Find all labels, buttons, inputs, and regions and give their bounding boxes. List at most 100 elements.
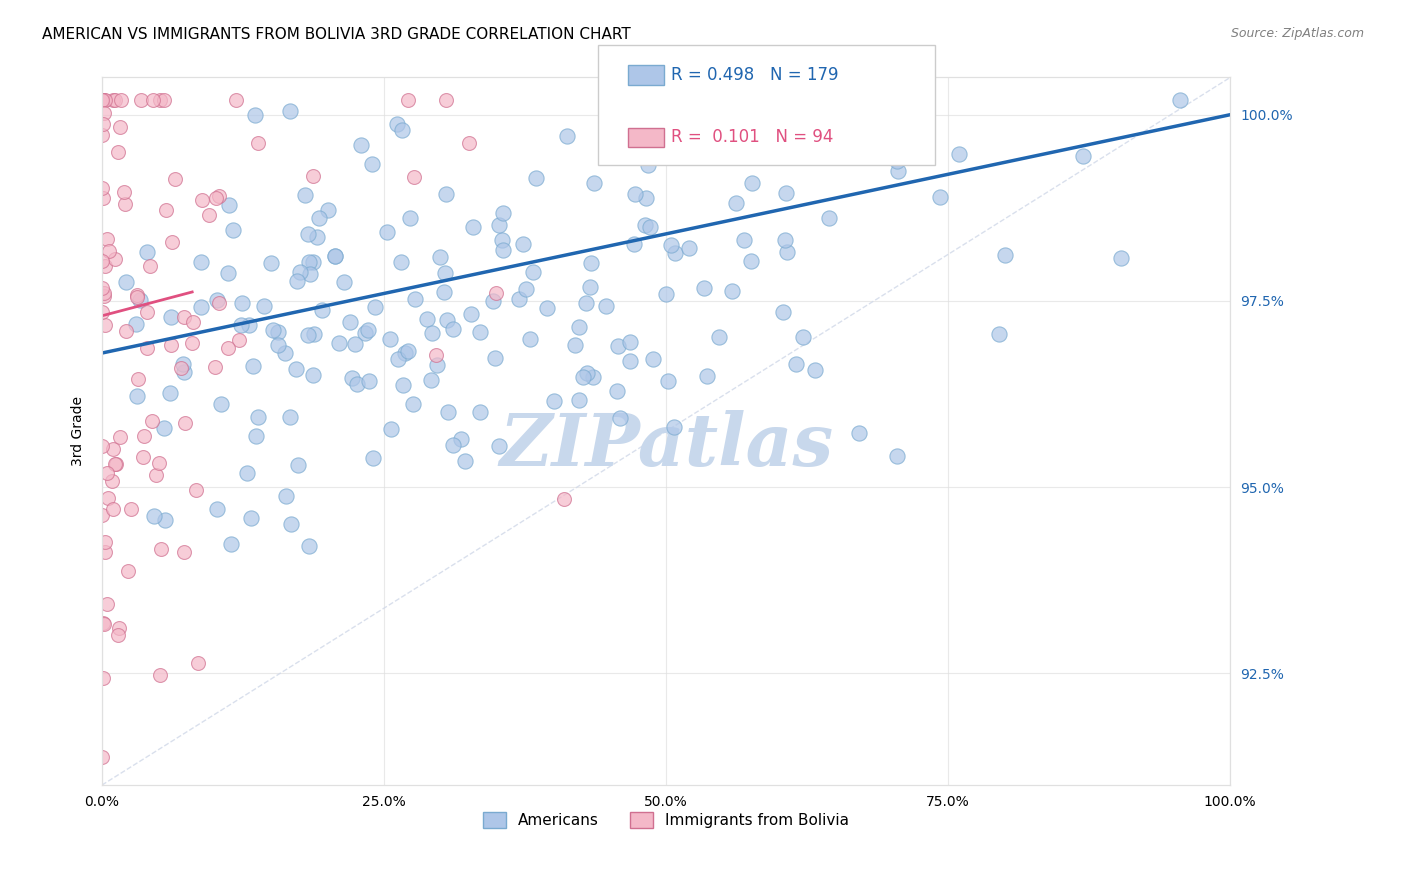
Point [198, 208, 221, 222]
Point [553, 492, 575, 507]
Point [579, 279, 602, 293]
Point [262, 322, 284, 336]
Point [567, 319, 589, 334]
Point [302, 326, 325, 341]
Point [159, 386, 181, 401]
Point [229, 318, 252, 333]
Point [305, 230, 328, 244]
Point [582, 176, 605, 190]
Point [91, 253, 114, 268]
Point [929, 190, 952, 204]
Point [94, 545, 117, 559]
Point [914, 145, 936, 160]
Point [536, 301, 558, 315]
Point [434, 186, 457, 201]
Point [813, 93, 835, 107]
Point [543, 394, 565, 409]
Point [740, 254, 762, 268]
Point [564, 337, 586, 351]
Point [458, 136, 481, 150]
Point [297, 227, 319, 241]
Point [450, 432, 472, 446]
Point [422, 326, 444, 341]
Point [785, 357, 807, 371]
Text: Source: ZipAtlas.com: Source: ZipAtlas.com [1230, 27, 1364, 40]
Point [190, 194, 212, 208]
Point [96, 467, 118, 481]
Point [190, 300, 212, 314]
Point [488, 218, 510, 232]
Text: R =  0.101   N = 94: R = 0.101 N = 94 [671, 128, 832, 146]
Point [132, 450, 155, 464]
Point [316, 203, 339, 218]
Point [391, 123, 413, 137]
Point [298, 539, 321, 553]
Point [624, 186, 647, 201]
Point [138, 259, 160, 273]
Point [567, 392, 589, 407]
Point [468, 325, 491, 339]
Point [492, 243, 515, 257]
Point [576, 367, 599, 381]
Point [153, 93, 176, 107]
Point [96, 597, 118, 611]
Point [634, 218, 657, 232]
Point [484, 351, 506, 366]
Point [363, 300, 385, 314]
Point [325, 249, 347, 263]
Point [402, 396, 425, 410]
Point [396, 93, 419, 107]
Point [149, 668, 172, 682]
Point [429, 250, 451, 264]
Point [91, 181, 114, 195]
Point [117, 564, 139, 578]
Point [94, 259, 117, 273]
Point [165, 172, 187, 186]
Point [103, 442, 125, 457]
Point [208, 296, 231, 310]
Point [94, 535, 117, 549]
Point [328, 336, 350, 351]
Point [217, 266, 239, 280]
Point [524, 171, 547, 186]
Point [173, 366, 195, 380]
Point [655, 286, 678, 301]
Point [94, 318, 117, 333]
Point [377, 225, 399, 239]
Point [267, 337, 290, 351]
Point [260, 255, 283, 269]
Point [91, 128, 114, 143]
Point [302, 368, 325, 383]
Point [678, 242, 700, 256]
Point [91, 305, 114, 319]
Point [247, 410, 270, 425]
Point [107, 145, 129, 160]
Point [637, 158, 659, 172]
Point [287, 458, 309, 472]
Point [519, 332, 541, 346]
Point [339, 315, 361, 329]
Point [205, 293, 228, 308]
Point [354, 326, 377, 341]
Point [721, 284, 744, 298]
Text: ZIPatlas: ZIPatlas [499, 410, 834, 481]
Point [142, 93, 165, 107]
Point [219, 537, 242, 551]
Point [394, 345, 416, 359]
Point [994, 248, 1017, 262]
Point [512, 237, 534, 252]
Point [297, 254, 319, 268]
Point [454, 454, 477, 468]
Point [245, 429, 267, 443]
Point [634, 191, 657, 205]
Point [485, 285, 508, 300]
Point [104, 457, 127, 471]
Point [886, 449, 908, 463]
Point [357, 374, 380, 388]
Point [555, 129, 578, 144]
Y-axis label: 3rd Grade: 3rd Grade [72, 396, 86, 467]
Point [987, 326, 1010, 341]
Point [404, 293, 426, 307]
Point [110, 93, 132, 107]
Point [160, 310, 183, 324]
